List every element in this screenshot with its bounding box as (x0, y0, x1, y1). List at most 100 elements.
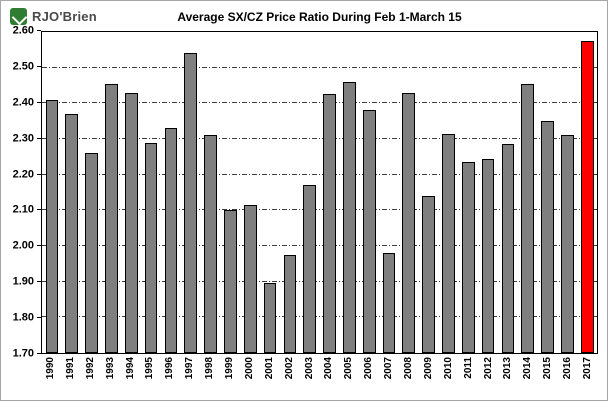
x-label-slot: 2004 (319, 354, 339, 396)
plot-area (41, 31, 598, 354)
x-label-slot: 1997 (180, 354, 200, 396)
bar-slot (82, 32, 102, 353)
bar-slot (42, 32, 62, 353)
y-tick-mark (37, 65, 41, 67)
x-tick-label: 2009 (422, 357, 434, 380)
bar-slot (439, 32, 459, 353)
bar-slot (518, 32, 538, 353)
bar-2001 (263, 283, 277, 353)
x-label-slot: 2011 (459, 354, 479, 396)
y-tick-label: 2.40 (12, 96, 34, 109)
x-label-slot: 2005 (339, 354, 359, 396)
x-tick-label: 2003 (303, 357, 315, 380)
plot-row: 1.70 1.80 1.90 2.00 2.10 2.20 2.30 2.40 2.50 2.60 (7, 25, 598, 359)
bar-slot (320, 32, 340, 353)
gridline (42, 316, 597, 318)
x-tick-label: 2016 (562, 357, 574, 380)
bar-slot (181, 32, 201, 353)
x-tick-label: 1999 (223, 357, 235, 380)
bar-slot (419, 32, 439, 353)
bar-slot (339, 32, 359, 353)
bar-slot (538, 32, 558, 353)
x-tick-label: 2004 (323, 357, 335, 380)
x-tick-label: 1990 (44, 357, 56, 380)
bar-chart: Average SX/CZ Price Ratio During Feb 1-M… (7, 7, 598, 396)
bar-2008 (402, 92, 416, 353)
x-label-slot: 2017 (578, 354, 598, 396)
x-tick-label: 2001 (263, 357, 275, 380)
y-tick-label: 1.90 (12, 275, 34, 288)
x-label-slot: 2015 (538, 354, 558, 396)
x-axis-spacer (7, 354, 41, 396)
bar-1991 (65, 114, 79, 353)
bar-2009 (422, 196, 435, 353)
gridline (42, 138, 597, 139)
bar-slot (101, 32, 121, 353)
x-tick-label: 2008 (402, 357, 414, 380)
gridline (42, 245, 597, 246)
x-label-slot: 1996 (160, 354, 180, 396)
bar-2011 (461, 162, 475, 353)
y-tick-label: 2.60 (12, 24, 34, 37)
y-tick-label: 1.70 (12, 347, 34, 360)
x-label-slot: 2002 (280, 354, 300, 396)
bar-slot (300, 32, 320, 353)
x-tick-label: 2017 (581, 357, 593, 380)
y-tick-mark (37, 317, 41, 319)
bar-slot (201, 32, 221, 353)
x-label-slot: 2013 (498, 354, 518, 396)
y-tick-label: 2.20 (12, 168, 34, 181)
bar-1993 (105, 83, 118, 353)
bar-2010 (442, 133, 455, 353)
x-tick-label: 2006 (363, 357, 375, 380)
rjobrien-logo-icon (10, 8, 27, 25)
bar-1992 (85, 153, 98, 353)
x-tick-label: 2007 (383, 357, 395, 380)
y-tick-mark (37, 353, 41, 354)
bar-slot (399, 32, 419, 353)
bar-slot (478, 32, 498, 353)
y-tick-mark (37, 30, 41, 31)
bar-1994 (124, 92, 138, 353)
x-label-slot: 1994 (121, 354, 141, 396)
x-tick-label: 1996 (164, 357, 176, 380)
bar-slot (498, 32, 518, 353)
x-label-slot: 2006 (359, 354, 379, 396)
bar-2015 (541, 121, 554, 353)
bar-2007 (382, 253, 396, 353)
x-label-slot: 1992 (81, 354, 101, 396)
bar-2005 (342, 81, 356, 353)
bar-slot (359, 32, 379, 353)
x-label-slot: 1998 (200, 354, 220, 396)
gridline (42, 173, 597, 175)
x-label-slot: 1990 (41, 354, 61, 396)
bar-1999 (224, 210, 237, 353)
bar-1990 (45, 99, 59, 353)
y-tick-label: 2.30 (12, 132, 34, 145)
y-tick-label: 2.10 (12, 203, 34, 216)
bar-slot (220, 32, 240, 353)
bar-slot (240, 32, 260, 353)
rjobrien-logo: RJO'Brien (10, 8, 97, 25)
x-label-slot: 1995 (140, 354, 160, 396)
bar-slot (280, 32, 300, 353)
chart-title: Average SX/CZ Price Ratio During Feb 1-M… (177, 10, 462, 24)
rjobrien-logo-text: RJO'Brien (32, 9, 97, 24)
x-axis-row: 1990 1991 1992 1993 1994 1995 1996 1997 1998 1999… (7, 354, 598, 396)
x-label-slot: 2009 (419, 354, 439, 396)
bar-slot (161, 32, 181, 353)
x-tick-label: 2010 (442, 357, 454, 380)
bar-2013 (501, 144, 515, 353)
bar-slot (458, 32, 478, 353)
bar-2016 (561, 135, 574, 353)
bar-1996 (164, 128, 178, 353)
bar-slot (577, 32, 597, 353)
x-label-slot: 1999 (220, 354, 240, 396)
x-tick-label: 1998 (204, 357, 216, 380)
x-axis-labels: 1990 1991 1992 1993 1994 1995 1996 1997 1998 1999… (41, 354, 598, 396)
x-tick-label: 1992 (84, 357, 96, 380)
bar-2000 (243, 204, 257, 353)
gridline (42, 209, 597, 211)
x-label-slot: 2008 (399, 354, 419, 396)
y-tick-mark (37, 281, 41, 283)
